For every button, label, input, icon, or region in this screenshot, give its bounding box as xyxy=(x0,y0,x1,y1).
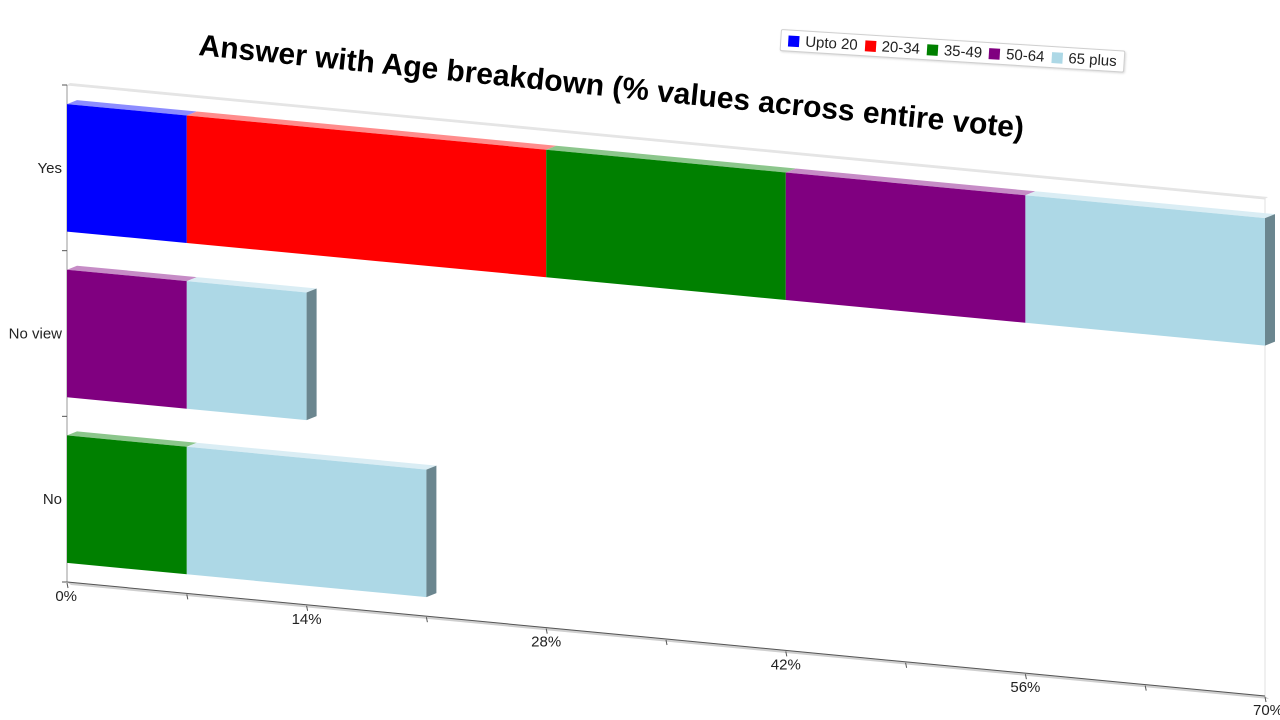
y-tick-label: No view xyxy=(9,326,63,343)
bar-top-65-plus xyxy=(186,277,317,293)
bar-segment-35-49 xyxy=(546,149,786,300)
bar-group-no xyxy=(67,431,437,598)
legend-label: Upto 20 xyxy=(804,33,859,54)
legend-label: 20-34 xyxy=(881,37,921,58)
bar-side-65-plus xyxy=(306,288,317,421)
bar-top-50-64 xyxy=(67,265,197,282)
bar-top-65-plus xyxy=(1025,191,1275,219)
bar-segment-20-34 xyxy=(186,115,547,278)
bar-side-65-plus xyxy=(1265,214,1275,346)
x-tick xyxy=(1264,696,1267,703)
floor-edge xyxy=(67,582,1269,699)
bar-top-20-34 xyxy=(186,111,557,150)
legend-label: 35-49 xyxy=(943,41,983,62)
legend-item-35-49: 35-49 xyxy=(926,41,983,62)
legend-item-50-64: 50-64 xyxy=(988,45,1045,66)
bar-group-no-view xyxy=(67,265,317,421)
legend-swatch xyxy=(926,43,939,56)
x-tick xyxy=(1144,685,1147,691)
bar-top-upto-20 xyxy=(67,100,197,116)
y-axis: Yes No view No xyxy=(9,84,67,583)
bar-segment-35-49 xyxy=(67,435,187,575)
legend-item-20-34: 20-34 xyxy=(864,37,920,57)
x-tick-label: 28% xyxy=(531,634,561,651)
legend-item-upto-20: Upto 20 xyxy=(787,32,859,54)
x-tick xyxy=(186,594,189,600)
x-axis-line xyxy=(66,581,1266,697)
bar-group-yes xyxy=(67,100,1275,346)
x-tick xyxy=(66,582,69,589)
x-tick xyxy=(425,617,428,623)
bar-top-65-plus xyxy=(186,442,437,470)
bar-segment-upto-20 xyxy=(67,104,187,243)
y-tick-label: Yes xyxy=(38,160,62,177)
bar-segment-50-64 xyxy=(785,172,1026,323)
x-axis: 0% 14% 28% 42% 56% 70% xyxy=(55,582,1280,719)
x-tick xyxy=(785,651,788,657)
bar-segment-50-64 xyxy=(67,269,187,409)
bar-side-65-plus xyxy=(426,465,437,598)
bar-segment-65-plus xyxy=(186,446,427,598)
legend-item-65-plus: 65 plus xyxy=(1051,49,1117,70)
bar-top-35-49 xyxy=(546,145,796,173)
x-tick-label: 0% xyxy=(55,588,77,605)
x-tick xyxy=(306,605,309,611)
x-tick-label: 70% xyxy=(1253,702,1280,719)
top-edge xyxy=(67,83,1268,199)
legend-label: 65 plus xyxy=(1067,49,1118,70)
bars xyxy=(67,100,1275,598)
legend-swatch xyxy=(787,34,800,47)
x-tick xyxy=(545,628,548,634)
bar-segment-65-plus xyxy=(1025,195,1265,346)
legend-swatch xyxy=(988,47,1001,60)
bar-top-50-64 xyxy=(785,168,1036,196)
legend-swatch xyxy=(1051,51,1063,64)
x-tick xyxy=(665,639,668,646)
legend-label: 50-64 xyxy=(1005,45,1045,66)
y-tick-label: No xyxy=(43,491,62,508)
legend-swatch xyxy=(864,39,877,52)
x-tick-label: 14% xyxy=(292,611,322,628)
bar-top-35-49 xyxy=(67,431,197,447)
x-tick xyxy=(905,662,908,668)
bar-segment-65-plus xyxy=(186,281,307,421)
x-tick-label: 42% xyxy=(771,656,801,673)
x-tick xyxy=(1024,674,1027,680)
x-tick-label: 56% xyxy=(1010,679,1040,696)
